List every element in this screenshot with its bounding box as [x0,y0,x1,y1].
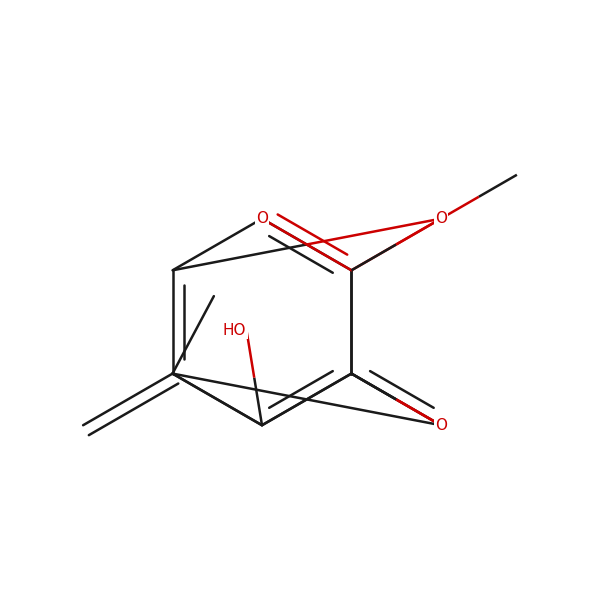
Text: O: O [435,211,447,226]
Text: O: O [256,211,268,226]
Text: O: O [435,211,447,226]
Text: O: O [435,418,447,433]
Text: HO: HO [223,323,247,338]
